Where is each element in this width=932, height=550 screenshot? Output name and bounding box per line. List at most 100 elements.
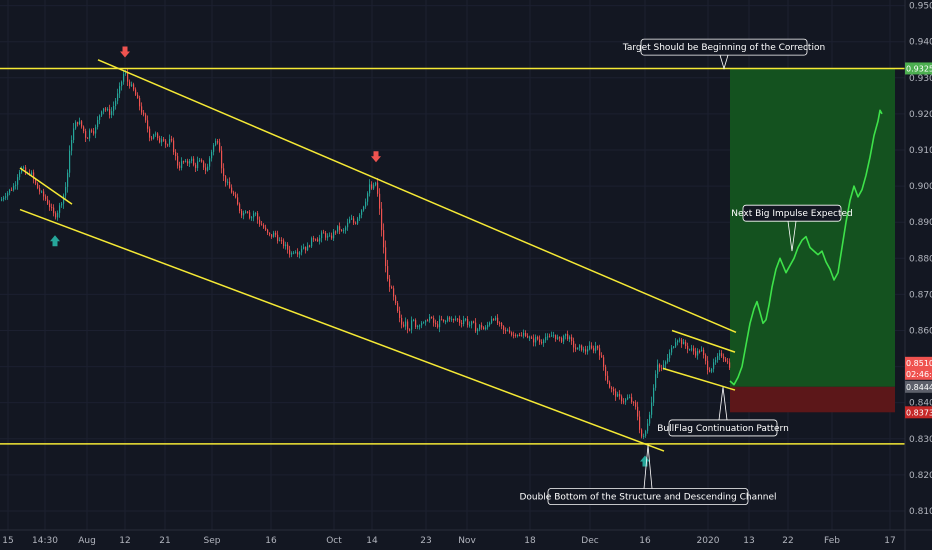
candle-body <box>663 364 665 369</box>
candle-body <box>517 334 519 336</box>
candle-body <box>5 196 7 198</box>
candle-body <box>135 89 137 95</box>
candle-body <box>467 319 469 325</box>
candle-body <box>585 349 587 352</box>
candle-body <box>33 172 35 180</box>
trend-line <box>662 367 736 391</box>
candle-body <box>459 318 461 323</box>
candle-body <box>721 353 723 357</box>
candle-body <box>713 362 715 369</box>
annotation-callout[interactable]: Target Should be Beginning of the Correc… <box>622 38 825 70</box>
x-tick-label: 21 <box>159 536 170 546</box>
candle-body <box>143 112 145 115</box>
candle-body <box>357 218 359 224</box>
candle-body <box>599 348 601 356</box>
candle-body <box>101 111 103 116</box>
candle-body <box>715 359 717 363</box>
candle-body <box>145 114 147 121</box>
candle-body <box>727 361 729 363</box>
y-tick-label: 0.84000 <box>909 399 932 409</box>
candle-body <box>21 168 23 173</box>
candle-body <box>55 213 57 218</box>
candle-body <box>285 244 287 247</box>
candle-body <box>411 320 413 330</box>
arrow-down-icon <box>120 46 130 58</box>
candle-body <box>539 339 541 343</box>
candle-body <box>527 336 529 338</box>
trend-line <box>19 208 665 452</box>
candle-body <box>419 325 421 327</box>
x-tick-label: 17 <box>884 536 895 546</box>
annotation-callout[interactable]: Double Bottom of the Structure and Desce… <box>519 445 777 505</box>
annotation-callout[interactable]: Next Big Impulse Expected <box>731 204 853 252</box>
annotation-text: Target Should be Beginning of the Correc… <box>622 43 825 53</box>
candle-body <box>209 158 211 167</box>
candle-body <box>159 138 161 143</box>
annotation-pointer <box>719 55 729 70</box>
candle-body <box>719 353 721 356</box>
candle-body <box>313 238 315 240</box>
candle-body <box>611 387 613 390</box>
candle-body <box>451 319 453 321</box>
candle-body <box>425 320 427 323</box>
price-tag-bg <box>905 406 932 419</box>
candle-body <box>587 349 589 352</box>
annotation-box <box>668 419 778 437</box>
candle-body <box>63 195 65 204</box>
candle-body <box>207 166 209 171</box>
candle-body <box>541 342 543 344</box>
annotation-callout[interactable]: BullFlag Continuation Pattern <box>657 387 789 437</box>
candle-body <box>513 334 515 336</box>
candle-body <box>175 152 177 157</box>
candle-body <box>125 72 127 74</box>
candle-body <box>545 336 547 341</box>
y-tick-label: 0.88000 <box>909 254 932 264</box>
candle-body <box>445 321 447 323</box>
candle-body <box>447 317 449 322</box>
candle-body <box>203 161 205 168</box>
candle-body <box>291 252 293 255</box>
candle-body <box>295 252 297 254</box>
candle-body <box>671 347 673 353</box>
trend-line <box>19 167 73 205</box>
candle-body <box>283 240 285 247</box>
candle-body <box>667 358 669 362</box>
candle-body <box>501 323 503 327</box>
candle-body <box>335 231 337 233</box>
candle-body <box>559 337 561 339</box>
candle-body <box>139 98 141 107</box>
candle-body <box>93 131 95 134</box>
x-tick-label: 23 <box>420 536 431 546</box>
candle-body <box>537 336 539 340</box>
candle-body <box>685 341 687 346</box>
x-axis[interactable]: 15 14:30 Aug 12 21 Sep 16 Oct 14 23 Nov 18 Dec 16 2020… <box>2 536 895 546</box>
candle-body <box>325 233 327 238</box>
candle-body <box>699 351 701 353</box>
x-tick-label: Aug <box>78 536 96 546</box>
candle-body <box>337 226 339 232</box>
candle-body <box>507 330 509 332</box>
candle-body <box>193 158 195 165</box>
annotation-pointer <box>643 445 653 489</box>
candle-body <box>237 197 239 205</box>
candle-body <box>201 159 203 162</box>
candle-body <box>475 322 477 332</box>
candle-body <box>343 230 345 232</box>
candle-body <box>483 327 485 330</box>
candle-body <box>497 317 499 323</box>
candle-body <box>387 266 389 279</box>
price-tag-label: 0.85104 <box>906 359 932 368</box>
candle-body <box>341 229 343 231</box>
candle-body <box>637 406 639 417</box>
candle-body <box>79 121 81 125</box>
y-axis[interactable]: 0.95000 0.94000 0.93000 0.92000 0.91000 0.900… <box>909 2 932 517</box>
candle-body <box>185 161 187 163</box>
candle-body <box>147 120 149 129</box>
annotation-text: Next Big Impulse Expected <box>731 209 853 219</box>
candle-body <box>245 211 247 214</box>
annotation-box <box>640 38 808 56</box>
candle-body <box>531 337 533 339</box>
y-tick-label: 0.86000 <box>909 326 932 336</box>
y-tick-label: 0.81000 <box>909 507 932 517</box>
candle-body <box>439 319 441 328</box>
